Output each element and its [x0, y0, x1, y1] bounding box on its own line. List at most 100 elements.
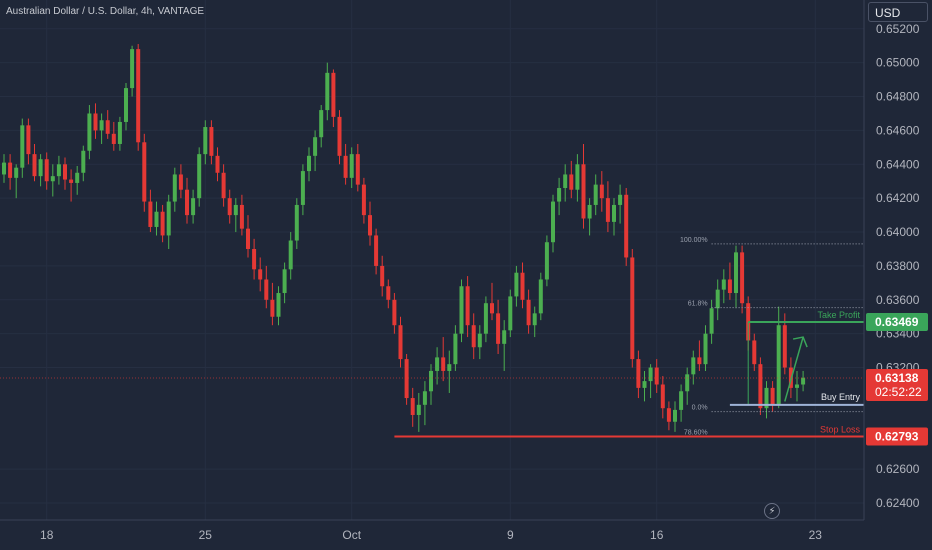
candle [721, 269, 726, 304]
candle-body [526, 299, 531, 326]
candle-body [764, 387, 769, 409]
candle [32, 143, 37, 182]
candle-body [752, 340, 757, 365]
candle-body [758, 364, 763, 409]
candle [361, 177, 366, 224]
price-tag-label: 0.62793 [875, 429, 919, 443]
candle-body [136, 49, 141, 143]
candle-body [160, 211, 165, 236]
candle-body [270, 299, 275, 317]
fib-level-label: 61.8% [688, 301, 708, 308]
candle-body [63, 164, 67, 180]
candle-body [75, 172, 80, 183]
candle [557, 177, 562, 216]
candle-body [624, 194, 629, 258]
candle [660, 376, 665, 419]
candle [422, 381, 427, 426]
candle [544, 235, 549, 287]
candle [63, 157, 67, 190]
candle-body [233, 204, 238, 216]
candle-body [386, 286, 391, 300]
candle-body [776, 325, 781, 405]
y-tick-label: 0.62600 [876, 462, 920, 476]
candle-body [514, 272, 519, 297]
candle-body [197, 154, 202, 199]
candle [166, 194, 171, 249]
candle-body [441, 357, 446, 371]
candle-body [166, 201, 171, 236]
candle-body [14, 167, 19, 178]
candle [294, 198, 299, 249]
candle-body [691, 357, 696, 375]
candle [752, 333, 757, 371]
candle-body [782, 325, 787, 368]
candle [87, 105, 92, 160]
candle-body [642, 381, 647, 388]
candle-body [727, 279, 732, 294]
candle [319, 105, 324, 148]
candle [691, 350, 696, 385]
y-tick-label: 0.64800 [876, 90, 920, 104]
candle [172, 167, 177, 212]
x-tick-label: Oct [342, 528, 361, 542]
candle-body [770, 387, 775, 405]
candle-body [288, 240, 293, 270]
candle-body [32, 154, 37, 177]
candle-body [496, 313, 501, 344]
lightning-icon[interactable]: ⚡ [764, 503, 780, 519]
candle-body [331, 72, 336, 117]
candle [416, 392, 421, 432]
candle-body [679, 391, 684, 410]
currency-button[interactable]: USD [868, 2, 928, 22]
candle [185, 177, 189, 224]
candle [154, 201, 159, 236]
candle-body [666, 408, 671, 422]
candle [795, 370, 799, 402]
candle-body [520, 272, 525, 300]
candle [355, 143, 360, 192]
candle-body [416, 404, 421, 415]
candle [459, 279, 464, 343]
candle [2, 154, 6, 183]
candle-body [300, 171, 305, 205]
candle-body [20, 125, 25, 168]
candle-body [191, 198, 196, 216]
candle [307, 147, 311, 182]
candle-body [544, 242, 549, 280]
candle-body [69, 179, 74, 183]
candle-body [276, 293, 281, 317]
candle [636, 350, 641, 399]
candle-body [447, 364, 452, 371]
y-tick-label: 0.63600 [876, 293, 920, 307]
candle-body [721, 279, 726, 290]
candle [178, 164, 183, 199]
price-axis-bg [864, 0, 932, 550]
candle-body [227, 198, 232, 216]
candle-body [410, 398, 415, 415]
y-tick-label: 0.64000 [876, 225, 920, 239]
candle-body [685, 374, 690, 392]
candle-body [215, 155, 220, 173]
candle [331, 69, 336, 128]
candle [410, 387, 415, 427]
candle [233, 198, 238, 233]
candle [69, 169, 74, 202]
candle [276, 286, 281, 326]
candle-body [654, 367, 659, 385]
candle [435, 347, 440, 385]
candle [288, 232, 293, 280]
candle-body [551, 201, 555, 243]
candle-body [282, 269, 287, 294]
candle [538, 272, 543, 321]
candle [673, 401, 677, 432]
candle [612, 198, 616, 236]
candle-body [465, 286, 470, 326]
candle [618, 184, 623, 224]
arrow-head [792, 336, 808, 348]
candle-body [319, 110, 324, 138]
x-tick-label: 18 [40, 528, 54, 542]
candle [526, 289, 531, 334]
candle [490, 282, 494, 321]
